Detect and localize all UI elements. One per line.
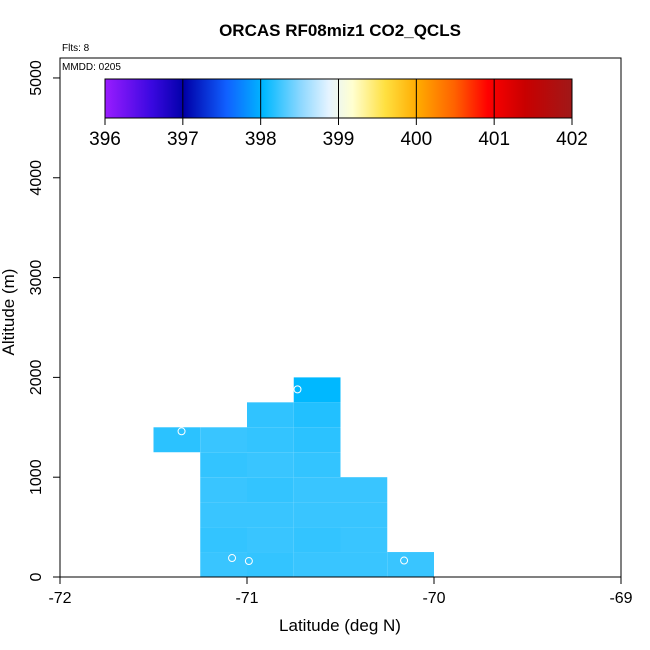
x-tick-label: -69 — [609, 590, 632, 607]
heatmap-cell — [293, 477, 341, 503]
colorbar-tick-label: 396 — [89, 129, 121, 150]
date-label: MMDD: 0205 — [62, 62, 121, 73]
y-axis-label: Altitude (m) — [0, 269, 18, 356]
x-axis: -72 -71 -70 -69 — [48, 576, 633, 607]
heatmap-cell — [247, 452, 294, 478]
sample-point — [244, 557, 253, 566]
colorbar-tick-label: 398 — [245, 129, 277, 150]
heatmap-cell — [293, 452, 341, 478]
x-tick-label: -72 — [48, 590, 71, 607]
heatmap-cell — [247, 502, 294, 528]
cells-layer — [153, 377, 434, 577]
colorbar-tick-label: 400 — [400, 129, 432, 150]
heatmap-cell — [247, 402, 294, 428]
flights-label: Flts: 8 — [62, 43, 90, 54]
sample-point — [228, 554, 237, 563]
heatmap-cell — [293, 552, 341, 577]
y-tick-label: 0 — [28, 572, 45, 581]
x-tick-label: -70 — [422, 590, 445, 607]
heatmap-cell — [340, 502, 388, 528]
y-axis: 0 1000 2000 3000 4000 5000 — [28, 60, 60, 581]
heatmap-cell — [200, 502, 247, 528]
colorbar-tick-labels: 396 397 398 399 400 401 402 — [89, 129, 588, 150]
colorbar-tick-label: 399 — [323, 129, 355, 150]
heatmap-cell — [200, 427, 247, 453]
sample-point — [400, 556, 409, 565]
colorbar-tick-label: 402 — [556, 129, 588, 150]
heatmap-cell — [293, 427, 341, 453]
y-tick-label: 4000 — [28, 160, 45, 196]
sample-point — [293, 385, 302, 394]
colorbar-tick-label: 401 — [478, 129, 510, 150]
heatmap-cell — [293, 402, 341, 428]
heatmap-cell — [293, 502, 341, 528]
colorbar-ticks — [104, 79, 573, 125]
heatmap-cell — [247, 427, 294, 453]
heatmap-cell — [293, 377, 341, 403]
heatmap-cell — [200, 477, 247, 503]
points-layer — [177, 385, 409, 566]
heatmap-cell — [340, 552, 388, 577]
heatmap-cell — [200, 552, 247, 577]
heatmap-cell — [340, 527, 388, 553]
heatmap-cell — [200, 527, 247, 553]
heatmap-cell — [153, 427, 201, 453]
heatmap-cell — [340, 477, 388, 503]
heatmap-cell — [247, 527, 294, 553]
y-tick-label: 5000 — [28, 60, 45, 96]
heatmap-cell — [387, 552, 434, 577]
y-tick-label: 3000 — [28, 260, 45, 296]
x-axis-label: Latitude (deg N) — [279, 616, 401, 635]
heatmap-cell — [247, 552, 294, 577]
y-tick-label: 1000 — [28, 459, 45, 495]
x-tick-label: -71 — [235, 590, 258, 607]
heatmap-cell — [247, 477, 294, 503]
y-tick-label: 2000 — [28, 359, 45, 395]
colorbar-tick-label: 397 — [167, 129, 199, 150]
chart-title: ORCAS RF08miz1 CO2_QCLS — [219, 21, 461, 40]
heatmap-cell — [293, 527, 341, 553]
heatmap-cell — [200, 452, 247, 478]
sample-point — [177, 427, 186, 436]
